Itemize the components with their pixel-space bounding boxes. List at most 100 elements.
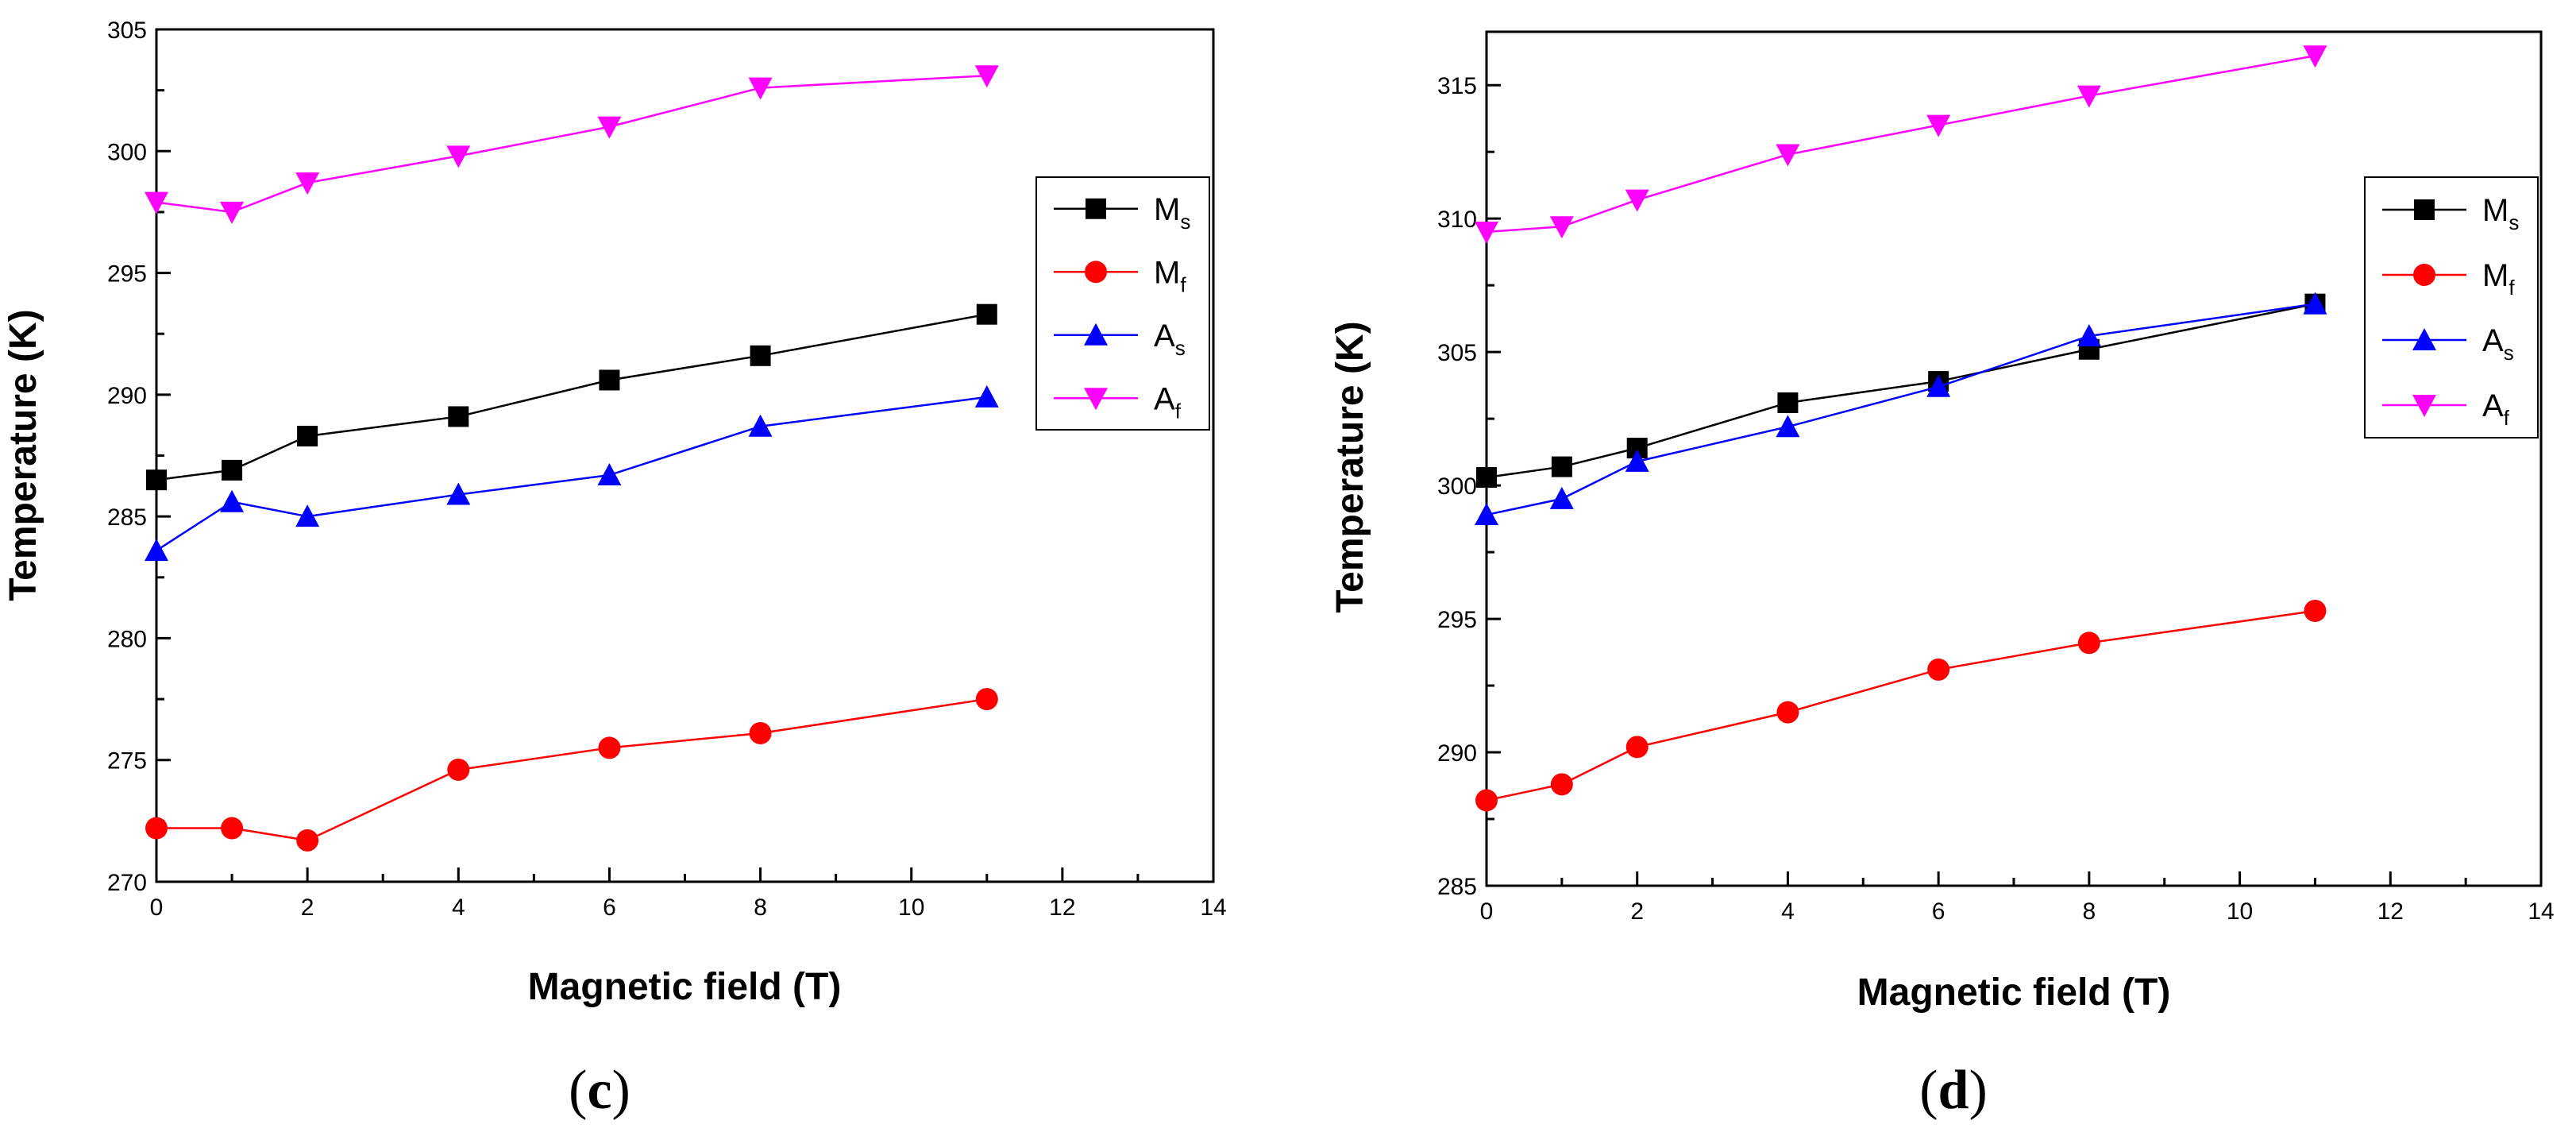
data-point-As [974, 384, 999, 408]
x-tick-label: 6 [603, 894, 616, 921]
data-point-As [1926, 374, 1951, 397]
data-point-Ms [1476, 467, 1497, 489]
legend-marker-Af [2412, 395, 2436, 417]
x-tick-label: 12 [2377, 898, 2404, 925]
x-tick-label: 0 [1480, 898, 1494, 925]
panel-label: (d) [1919, 1060, 1988, 1121]
data-point-Ms [222, 459, 243, 481]
data-point-Ms [976, 303, 997, 325]
panel-label: (c) [569, 1060, 631, 1121]
x-tick-label: 2 [1630, 898, 1644, 925]
legend-label-subscript: s [2509, 211, 2519, 234]
data-point-Ms [297, 425, 318, 446]
data-point-Mf [1776, 701, 1799, 724]
y-tick-label: 280 [107, 626, 147, 652]
series-As [1475, 292, 2327, 526]
data-point-As [446, 482, 471, 505]
data-point-As [2077, 323, 2101, 346]
series-Ms [146, 303, 997, 491]
data-point-Mf [296, 829, 319, 852]
data-point-Af [974, 65, 999, 88]
series-Af [145, 65, 999, 224]
data-point-Af [295, 172, 320, 195]
legend-label-As: As [2482, 323, 2514, 365]
y-tick-label: 300 [1437, 473, 1477, 500]
data-point-As [1475, 503, 1498, 526]
legend-label-base: A [1154, 319, 1175, 354]
y-tick-label: 275 [107, 748, 147, 775]
x-tick-label: 10 [898, 894, 924, 921]
y-tick-label: 305 [1437, 340, 1477, 366]
legend-label-base: A [2482, 323, 2504, 358]
data-point-Mf [1927, 658, 1950, 681]
series-line-As [156, 396, 987, 552]
y-axis-title: Temperature (K) [2, 309, 44, 601]
x-tick-label: 6 [1932, 898, 1945, 925]
data-point-Af [145, 191, 168, 214]
x-axis-title: Magnetic field (T) [528, 966, 842, 1008]
x-tick-label: 14 [2528, 898, 2554, 925]
series-Af [1475, 45, 2327, 244]
data-point-Mf [975, 688, 998, 711]
legend-marker-Mf [1085, 261, 1107, 284]
data-point-As [295, 504, 320, 527]
data-point-Ms [448, 406, 469, 427]
chart-panel-d: 0 2 4 6 8 10 12 14 285 290 295 300 305 310 315 Magnetic… [1329, 30, 2555, 1121]
legend-marker-As [2412, 328, 2436, 350]
y-tick-label: 295 [107, 261, 147, 288]
x-tick-label: 4 [452, 894, 465, 921]
series-As [145, 384, 999, 562]
legend-marker-Mf [2413, 264, 2435, 286]
y-tick-label: 310 [1437, 207, 1477, 233]
data-point-Mf [1475, 789, 1498, 812]
data-point-Af [1625, 189, 1649, 212]
series-line-Ms [1486, 303, 2316, 479]
legend-label-subscript: s [2504, 341, 2514, 365]
data-point-Af [597, 116, 622, 139]
legend-label-base: M [1154, 192, 1180, 227]
x-tick-label: 2 [301, 894, 314, 921]
data-point-Af [2303, 45, 2327, 68]
y-axis-title: Temperature (K) [1329, 321, 1371, 612]
data-point-Af [1926, 114, 1951, 137]
y-tick-label: 315 [1437, 73, 1477, 99]
x-tick-label: 12 [1049, 894, 1075, 921]
data-point-Mf [221, 817, 244, 840]
series-line-Af [1486, 55, 2316, 234]
data-point-Mf [1550, 773, 1573, 796]
legend-marker-Ms [2414, 199, 2435, 220]
legend-label-Ms: Ms [1154, 192, 1190, 234]
panel-label-open: ( [1919, 1060, 1938, 1121]
panel-label-close: ) [612, 1060, 631, 1121]
legend-box [2364, 176, 2539, 439]
legend-label-Af: Af [1154, 381, 1182, 423]
legend-label-base: A [1154, 381, 1175, 416]
data-point-As [1549, 486, 1574, 509]
x-axis-title: Magnetic field (T) [1857, 972, 2171, 1014]
legend-label-base: M [2482, 258, 2509, 293]
data-point-Mf [749, 721, 772, 744]
legend-label-base: M [1154, 255, 1180, 290]
legend-label-subscript: s [1175, 336, 1186, 360]
x-tick-label: 0 [150, 894, 164, 921]
data-point-As [1625, 449, 1649, 472]
x-tick-label: 10 [2227, 898, 2253, 925]
data-point-Ms [146, 469, 167, 491]
legend-label-subscript: s [1180, 210, 1190, 234]
y-tick-label: 305 [107, 17, 147, 44]
legend-label-Mf: Mf [1154, 255, 1186, 296]
series-line-Mf [156, 697, 987, 842]
y-tick-label: 290 [107, 383, 147, 409]
data-point-Mf [2304, 599, 2327, 622]
data-point-Mf [145, 817, 168, 840]
data-point-As [2303, 292, 2327, 315]
series-line-Ms [156, 313, 988, 481]
chart-panel-c: 0 2 4 6 8 10 12 14 270 275 280 285 290 295 300 305 Magne… [2, 17, 1227, 1121]
legend-label-Ms: Ms [2482, 193, 2519, 234]
data-point-Af [220, 201, 245, 224]
data-point-Af [446, 145, 471, 168]
series-Ms [1476, 293, 2326, 489]
legend-marker-Af [1084, 388, 1108, 411]
